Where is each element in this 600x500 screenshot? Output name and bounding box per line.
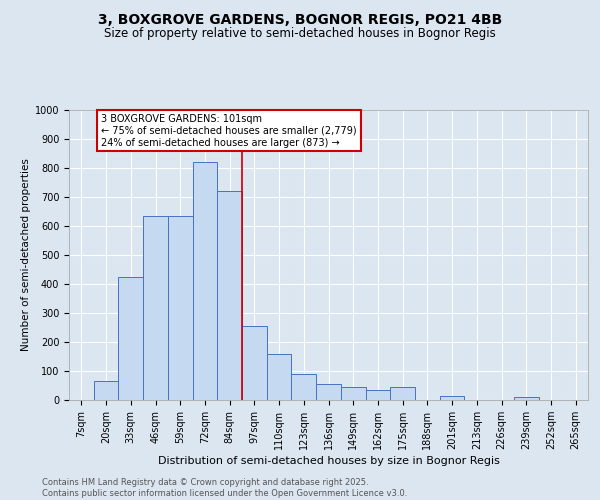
- Text: 3, BOXGROVE GARDENS, BOGNOR REGIS, PO21 4BB: 3, BOXGROVE GARDENS, BOGNOR REGIS, PO21 …: [98, 12, 502, 26]
- Bar: [292, 374, 316, 400]
- Bar: [242, 326, 267, 400]
- Text: 3 BOXGROVE GARDENS: 101sqm
← 75% of semi-detached houses are smaller (2,779)
24%: 3 BOXGROVE GARDENS: 101sqm ← 75% of semi…: [101, 114, 357, 148]
- Bar: [440, 396, 464, 400]
- Bar: [168, 216, 193, 400]
- Bar: [94, 381, 118, 400]
- Text: Size of property relative to semi-detached houses in Bognor Regis: Size of property relative to semi-detach…: [104, 28, 496, 40]
- Bar: [365, 390, 390, 400]
- Bar: [390, 387, 415, 400]
- Bar: [217, 191, 242, 400]
- Bar: [316, 384, 341, 400]
- Bar: [193, 162, 217, 400]
- Text: Contains HM Land Registry data © Crown copyright and database right 2025.
Contai: Contains HM Land Registry data © Crown c…: [42, 478, 407, 498]
- Bar: [143, 216, 168, 400]
- Bar: [267, 354, 292, 400]
- Bar: [514, 397, 539, 400]
- Bar: [118, 277, 143, 400]
- Y-axis label: Number of semi-detached properties: Number of semi-detached properties: [20, 158, 31, 352]
- X-axis label: Distribution of semi-detached houses by size in Bognor Regis: Distribution of semi-detached houses by …: [158, 456, 499, 466]
- Bar: [341, 387, 365, 400]
